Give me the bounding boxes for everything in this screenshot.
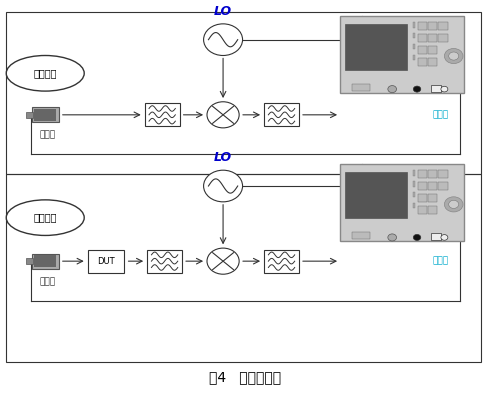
Bar [32,254,59,269]
Text: DUT: DUT [98,257,115,266]
Bar [438,34,447,42]
Circle shape [388,85,396,93]
Bar [417,22,427,30]
Bar [345,172,407,218]
Bar [417,46,427,54]
Bar [340,164,464,241]
Circle shape [441,235,448,240]
Text: 噪声源: 噪声源 [40,277,56,286]
Ellipse shape [6,55,84,91]
Text: LO: LO [214,151,232,164]
Text: 校准设置: 校准设置 [33,68,57,78]
Bar [431,233,441,240]
Bar [413,33,415,38]
Bar [428,170,437,178]
Bar [428,206,437,214]
Bar [6,12,481,174]
Bar [428,46,437,54]
Bar [32,107,59,122]
Text: LO: LO [214,5,232,18]
Bar [417,170,427,178]
Bar [352,84,370,91]
Bar [438,170,447,178]
Bar [345,24,407,70]
Bar [428,58,437,66]
Circle shape [203,24,243,55]
Bar [413,22,415,28]
Text: 图4   系统下变频: 图4 系统下变频 [209,370,281,384]
Circle shape [444,49,463,63]
Text: 噪声仪: 噪声仪 [433,110,449,119]
Bar [264,103,299,126]
Bar [438,22,447,30]
Bar [6,174,481,362]
Ellipse shape [6,200,84,235]
Bar [264,250,299,273]
Circle shape [444,197,463,212]
Bar [340,16,464,93]
Bar [428,22,437,30]
Bar [417,34,427,42]
Circle shape [413,86,421,92]
Circle shape [207,102,239,128]
Bar [413,44,415,49]
Bar [34,255,56,267]
Bar [428,194,437,202]
Text: 噪声源: 噪声源 [40,130,56,140]
Circle shape [388,234,396,241]
Bar [352,233,370,239]
Circle shape [207,248,239,274]
Bar [26,112,33,118]
Bar [88,250,124,273]
Bar [26,259,33,264]
Text: 测量设置: 测量设置 [33,213,57,223]
Bar [413,192,415,198]
Bar [147,250,182,273]
Bar [417,194,427,202]
Circle shape [449,200,459,208]
Circle shape [203,170,243,202]
Bar [431,85,441,92]
Bar [417,182,427,190]
Circle shape [449,52,459,60]
Bar [428,34,437,42]
Bar [413,170,415,176]
Bar [417,206,427,214]
Circle shape [441,86,448,92]
Bar [438,182,447,190]
Bar [34,109,56,121]
Bar [428,182,437,190]
Circle shape [413,234,421,241]
Bar [413,203,415,208]
Text: 噪声仪: 噪声仪 [433,257,449,266]
Bar [417,58,427,66]
Bar [413,55,415,60]
Bar [145,103,180,126]
Bar [413,181,415,187]
